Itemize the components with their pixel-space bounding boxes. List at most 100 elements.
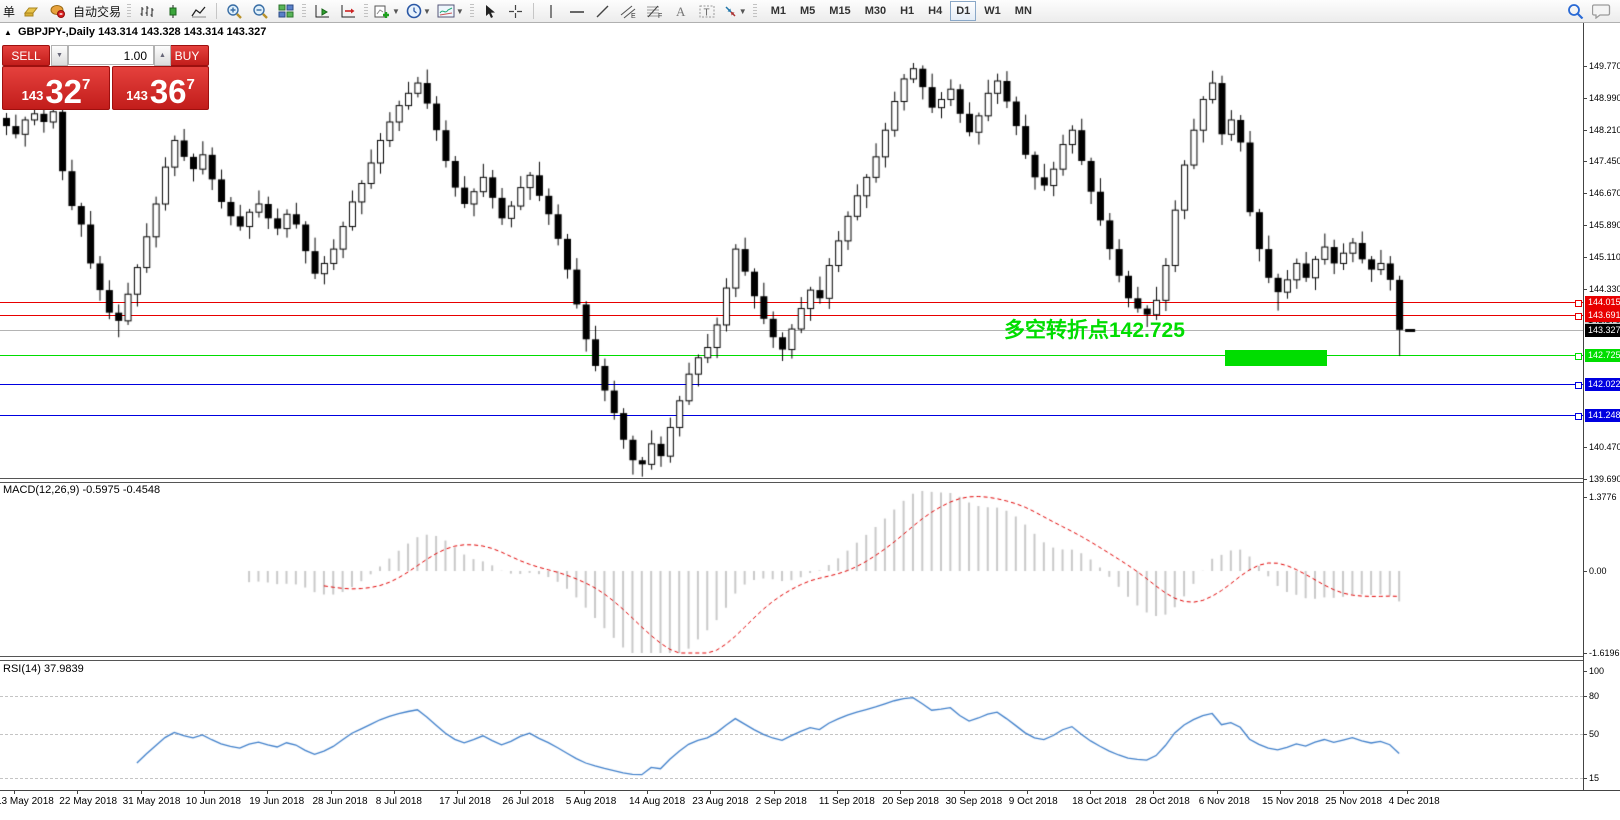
price-tick-dash [1583, 447, 1587, 448]
cursor-icon[interactable] [477, 0, 503, 22]
date-label: 20 Sep 2018 [882, 796, 939, 807]
text-label-icon[interactable]: T [694, 0, 720, 22]
arrows-icon[interactable]: ▼ [720, 0, 750, 22]
timeframe-button-h4[interactable]: H4 [928, 5, 943, 17]
svg-text:T: T [703, 7, 709, 18]
zoom-in-icon[interactable] [221, 0, 247, 22]
timeframe-button-d1[interactable]: D1 [950, 1, 977, 21]
date-tick [393, 790, 395, 794]
buy-button[interactable]: BUY [165, 45, 209, 66]
sell-price-display[interactable]: 143 32 7 [2, 66, 110, 110]
sell-price-point: 7 [82, 76, 91, 93]
rsi-pane-separator[interactable] [0, 656, 1620, 661]
svg-text:F: F [658, 13, 662, 19]
date-tick [1216, 790, 1218, 794]
date-tick [267, 790, 269, 794]
date-label: 5 Aug 2018 [565, 796, 617, 807]
timeframe-button-w1[interactable]: W1 [984, 5, 1001, 17]
timeframe-clock-button[interactable]: ▼ [403, 0, 434, 22]
line-chart-icon[interactable] [186, 0, 212, 22]
date-tick [900, 790, 902, 794]
price-tick-dash [1583, 161, 1587, 162]
chevron-down-icon[interactable]: ▼ [738, 6, 747, 16]
date-tick [773, 790, 775, 794]
timeframe-button-m5[interactable]: M5 [800, 5, 816, 17]
price-tick: 145.890 [1589, 220, 1620, 230]
lot-decrease-button[interactable]: ▼ [51, 45, 68, 66]
price-axis[interactable] [1583, 22, 1620, 790]
lot-size-input[interactable] [68, 45, 154, 65]
rsi-tick-dash [1583, 671, 1587, 672]
timeframe-button-m30[interactable]: M30 [864, 5, 887, 17]
crosshair-icon[interactable] [503, 0, 529, 22]
date-tick [710, 790, 712, 794]
chat-icon[interactable] [1588, 0, 1614, 22]
fibonacci-icon[interactable]: F [642, 0, 668, 22]
autotrade-label[interactable]: 自动交易 [73, 4, 122, 19]
template-button[interactable]: ▼ [434, 0, 467, 22]
price-tick: 149.770 [1589, 61, 1620, 71]
symbol-name: GBPJPY-,Daily [17, 26, 96, 38]
collapse-arrow-icon[interactable]: ▲ [4, 28, 12, 37]
chevron-down-icon[interactable]: ▼ [455, 6, 464, 16]
price-tick-dash [1583, 479, 1587, 480]
autotrade-icon[interactable] [44, 0, 70, 22]
main-toolbar: 单 自动交易 [0, 0, 1620, 23]
highlight-rectangle[interactable] [1225, 350, 1327, 366]
horizontal-line-icon[interactable] [564, 0, 590, 22]
rsi-label: RSI(14) 37.9839 [3, 663, 84, 675]
chart-annotation-text[interactable]: 多空转折点142.725 [1004, 319, 1185, 342]
lot-increase-button[interactable]: ▲ [154, 45, 171, 66]
price-tick: 140.470 [1589, 442, 1620, 452]
date-axis[interactable]: 13 May 2018 22 May 2018 31 May 2018 10 Jun … [0, 790, 1620, 820]
chart-shift-icon[interactable] [335, 0, 361, 22]
price-tick: 145.110 [1589, 252, 1620, 262]
date-label: 14 Aug 2018 [629, 796, 686, 807]
sell-button[interactable]: SELL [2, 45, 50, 66]
price-tick: 148.990 [1589, 93, 1620, 103]
timeframe-button-m15[interactable]: M15 [829, 5, 851, 17]
timeframe-button-mn[interactable]: MN [1014, 5, 1032, 17]
macd-tick-dash [1583, 571, 1587, 572]
vertical-line-icon[interactable] [538, 0, 564, 22]
buy-price-display[interactable]: 143 36 7 [112, 66, 209, 110]
search-icon[interactable] [1562, 0, 1588, 22]
rsi-tick: 15 [1589, 773, 1600, 783]
auto-scroll-icon[interactable] [309, 0, 335, 22]
date-tick [1406, 790, 1408, 794]
date-label: 13 May 2018 [0, 796, 54, 807]
svg-text:E: E [631, 13, 636, 19]
date-label: 19 Jun 2018 [249, 796, 305, 807]
deposit-icon[interactable] [18, 0, 44, 22]
rsi-tick-dash [1583, 696, 1587, 697]
macd-pane-separator[interactable] [0, 478, 1620, 483]
date-label: 30 Sep 2018 [945, 796, 1003, 807]
new-order-button[interactable]: 单 [3, 4, 16, 19]
date-tick [520, 790, 522, 794]
date-tick [14, 790, 15, 794]
chevron-down-icon[interactable]: ▼ [422, 6, 431, 16]
price-tick: 148.210 [1589, 125, 1620, 135]
timeframe-button-m1[interactable]: M1 [770, 5, 786, 17]
date-label: 8 Jul 2018 [375, 796, 422, 807]
tile-windows-icon[interactable] [273, 0, 299, 22]
macd-label: MACD(12,26,9) -0.5975 -0.4548 [3, 484, 161, 496]
candlestick-icon[interactable] [160, 0, 186, 22]
bar-chart-icon[interactable] [134, 0, 160, 22]
date-tick [1090, 790, 1092, 794]
rsi-tick-dash [1583, 778, 1587, 779]
rsi-tick-dash [1583, 734, 1587, 735]
channel-icon[interactable]: E [616, 0, 642, 22]
zoom-out-icon[interactable] [247, 0, 273, 22]
date-tick [1026, 790, 1028, 794]
date-label: 4 Dec 2018 [1388, 796, 1440, 807]
new-chart-button[interactable]: ▼ [371, 0, 403, 22]
trendline-icon[interactable] [590, 0, 616, 22]
rsi-tick: 50 [1589, 729, 1600, 739]
macd-tick: 1.3776 [1589, 492, 1617, 502]
text-icon[interactable]: A [668, 0, 694, 22]
chevron-down-icon[interactable]: ▼ [392, 6, 400, 16]
timeframe-button-h1[interactable]: H1 [900, 5, 915, 17]
